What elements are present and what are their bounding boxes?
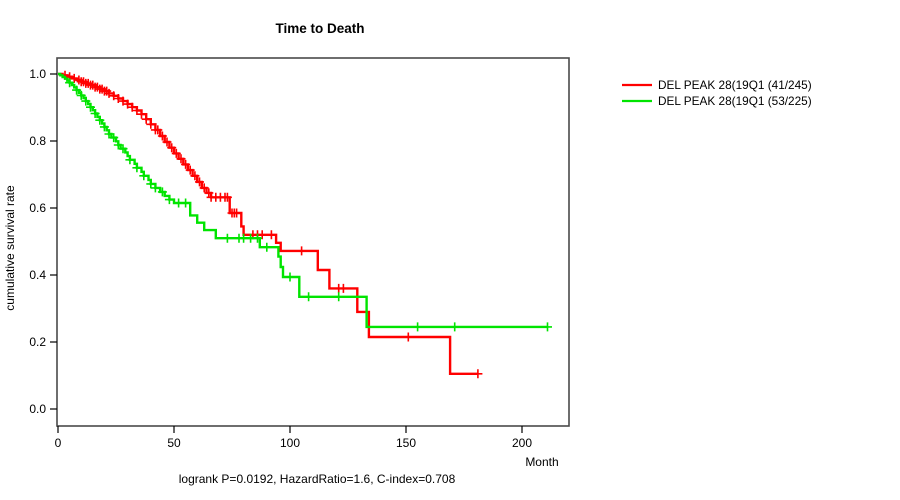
legend-label: DEL PEAK 28(19Q1 (41/245) [658,78,812,92]
y-tick-label: 0.6 [29,201,46,215]
y-tick-label: 0.4 [29,268,46,282]
survival-curve-group2 [58,72,548,329]
censor-marks-group2 [65,78,552,332]
y-tick-label: 0.2 [29,335,46,349]
survival-curve-group1 [58,72,478,375]
x-axis-label: Month [525,455,558,469]
x-tick-label: 100 [280,436,300,450]
y-tick-label: 0.8 [29,134,46,148]
x-axis-ticks: 0 50 100 150 200 [55,426,532,450]
x-tick-label: 150 [396,436,416,450]
y-tick-label: 1.0 [29,67,46,81]
x-tick-label: 200 [512,436,532,450]
legend: DEL PEAK 28(19Q1 (41/245) DEL PEAK 28(19Q… [622,78,812,108]
x-tick-label: 0 [55,436,62,450]
y-axis-ticks: 0.0 0.2 0.4 0.6 0.8 1.0 [29,67,57,416]
stats-annotation: logrank P=0.0192, HazardRatio=1.6, C-ind… [179,472,456,486]
x-tick-label: 50 [167,436,181,450]
plot-box [56,57,570,427]
legend-label: DEL PEAK 28(19Q1 (53/225) [658,94,812,108]
y-axis-label: cumulative survival rate [3,185,17,311]
survival-curves [58,70,552,379]
y-tick-label: 0.0 [29,402,46,416]
chart-title: Time to Death [275,21,364,36]
censor-marks-group1 [60,70,483,379]
